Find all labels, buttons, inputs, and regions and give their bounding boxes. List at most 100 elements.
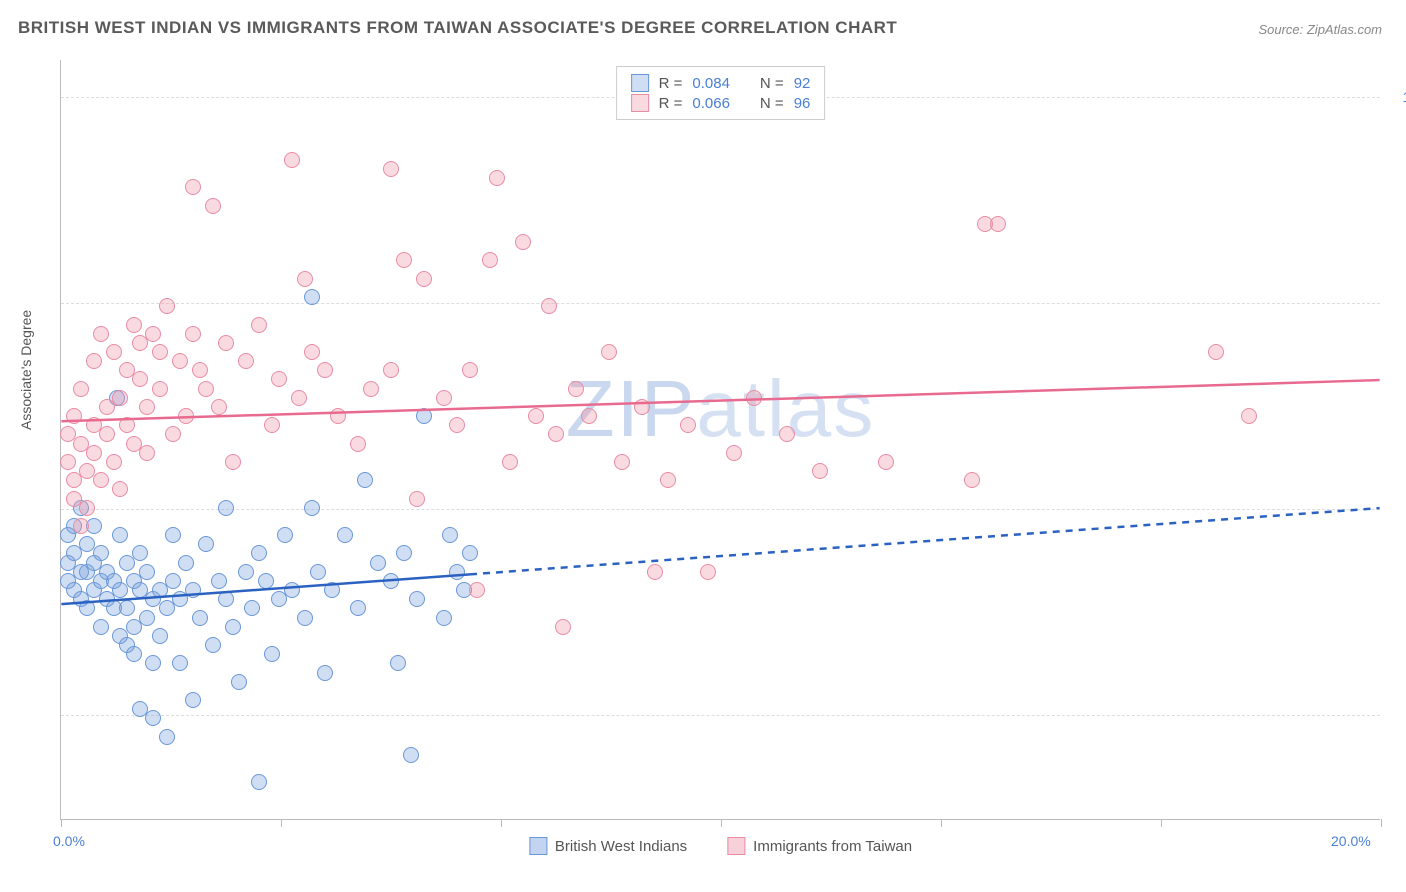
- source-label: Source: ZipAtlas.com: [1258, 22, 1382, 37]
- data-point: [119, 417, 135, 433]
- data-point: [363, 381, 379, 397]
- data-point: [192, 610, 208, 626]
- data-point: [812, 463, 828, 479]
- data-point: [409, 491, 425, 507]
- data-point: [568, 381, 584, 397]
- data-point: [238, 564, 254, 580]
- data-point: [93, 545, 109, 561]
- data-point: [238, 353, 254, 369]
- data-point: [172, 655, 188, 671]
- scatter-chart: ZIPatlas R =0.084N =92R =0.066N =96 Brit…: [60, 60, 1380, 820]
- y-tick-label: 32.5%: [1390, 707, 1406, 723]
- x-tick-label: 20.0%: [1331, 833, 1371, 849]
- data-point: [726, 445, 742, 461]
- legend-n-label: N =: [760, 75, 784, 92]
- data-point: [271, 371, 287, 387]
- legend-swatch: [631, 74, 649, 92]
- data-point: [317, 362, 333, 378]
- data-point: [159, 729, 175, 745]
- data-point: [555, 619, 571, 635]
- data-point: [152, 381, 168, 397]
- data-point: [152, 344, 168, 360]
- x-tick: [721, 819, 722, 827]
- data-point: [106, 454, 122, 470]
- legend-r-label: R =: [659, 95, 683, 112]
- legend-item: British West Indians: [529, 837, 687, 855]
- correlation-legend: R = 0.084 N = 92R =0.066N =96: [616, 66, 826, 120]
- data-point: [449, 564, 465, 580]
- data-point: [357, 472, 373, 488]
- legend-r-label: R =: [659, 75, 683, 92]
- gridline: [61, 715, 1380, 716]
- data-point: [297, 610, 313, 626]
- data-point: [66, 408, 82, 424]
- data-point: [614, 454, 630, 470]
- data-point: [304, 500, 320, 516]
- data-point: [416, 408, 432, 424]
- data-point: [112, 390, 128, 406]
- data-point: [165, 573, 181, 589]
- series-legend: British West Indians Immigrants from Taiw…: [529, 837, 912, 855]
- trend-lines: [61, 60, 1380, 819]
- data-point: [145, 326, 161, 342]
- legend-label: Immigrants from Taiwan: [753, 838, 912, 855]
- data-point: [165, 527, 181, 543]
- data-point: [99, 426, 115, 442]
- data-point: [403, 747, 419, 763]
- legend-swatch: [727, 837, 745, 855]
- legend-row: R =0.066N =96: [631, 93, 811, 113]
- data-point: [258, 573, 274, 589]
- legend-swatch: [631, 94, 649, 112]
- data-point: [1208, 344, 1224, 360]
- data-point: [990, 216, 1006, 232]
- data-point: [528, 408, 544, 424]
- y-tick-label: 55.0%: [1390, 501, 1406, 517]
- legend-item: Immigrants from Taiwan: [727, 837, 912, 855]
- data-point: [244, 600, 260, 616]
- data-point: [264, 417, 280, 433]
- data-point: [225, 619, 241, 635]
- data-point: [700, 564, 716, 580]
- data-point: [198, 536, 214, 552]
- data-point: [178, 408, 194, 424]
- data-point: [225, 454, 241, 470]
- legend-r-value: 0.084: [692, 75, 730, 92]
- chart-title: BRITISH WEST INDIAN VS IMMIGRANTS FROM T…: [18, 18, 897, 38]
- data-point: [218, 335, 234, 351]
- data-point: [264, 646, 280, 662]
- data-point: [172, 353, 188, 369]
- x-tick: [281, 819, 282, 827]
- data-point: [251, 545, 267, 561]
- data-point: [73, 381, 89, 397]
- x-tick: [61, 819, 62, 827]
- data-point: [1241, 408, 1257, 424]
- data-point: [139, 445, 155, 461]
- data-point: [126, 317, 142, 333]
- data-point: [304, 344, 320, 360]
- data-point: [139, 399, 155, 415]
- data-point: [304, 289, 320, 305]
- data-point: [145, 710, 161, 726]
- data-point: [119, 600, 135, 616]
- data-point: [680, 417, 696, 433]
- data-point: [106, 344, 122, 360]
- legend-n-value: 92: [794, 75, 811, 92]
- data-point: [112, 527, 128, 543]
- data-point: [515, 234, 531, 250]
- data-point: [152, 628, 168, 644]
- data-point: [126, 646, 142, 662]
- data-point: [396, 545, 412, 561]
- data-point: [218, 591, 234, 607]
- data-point: [291, 390, 307, 406]
- data-point: [469, 582, 485, 598]
- x-tick-label: 0.0%: [53, 833, 85, 849]
- data-point: [145, 655, 161, 671]
- data-point: [436, 390, 452, 406]
- data-point: [251, 774, 267, 790]
- data-point: [218, 500, 234, 516]
- data-point: [746, 390, 762, 406]
- data-point: [93, 619, 109, 635]
- data-point: [310, 564, 326, 580]
- x-tick: [501, 819, 502, 827]
- legend-row: R = 0.084 N = 92: [631, 73, 811, 93]
